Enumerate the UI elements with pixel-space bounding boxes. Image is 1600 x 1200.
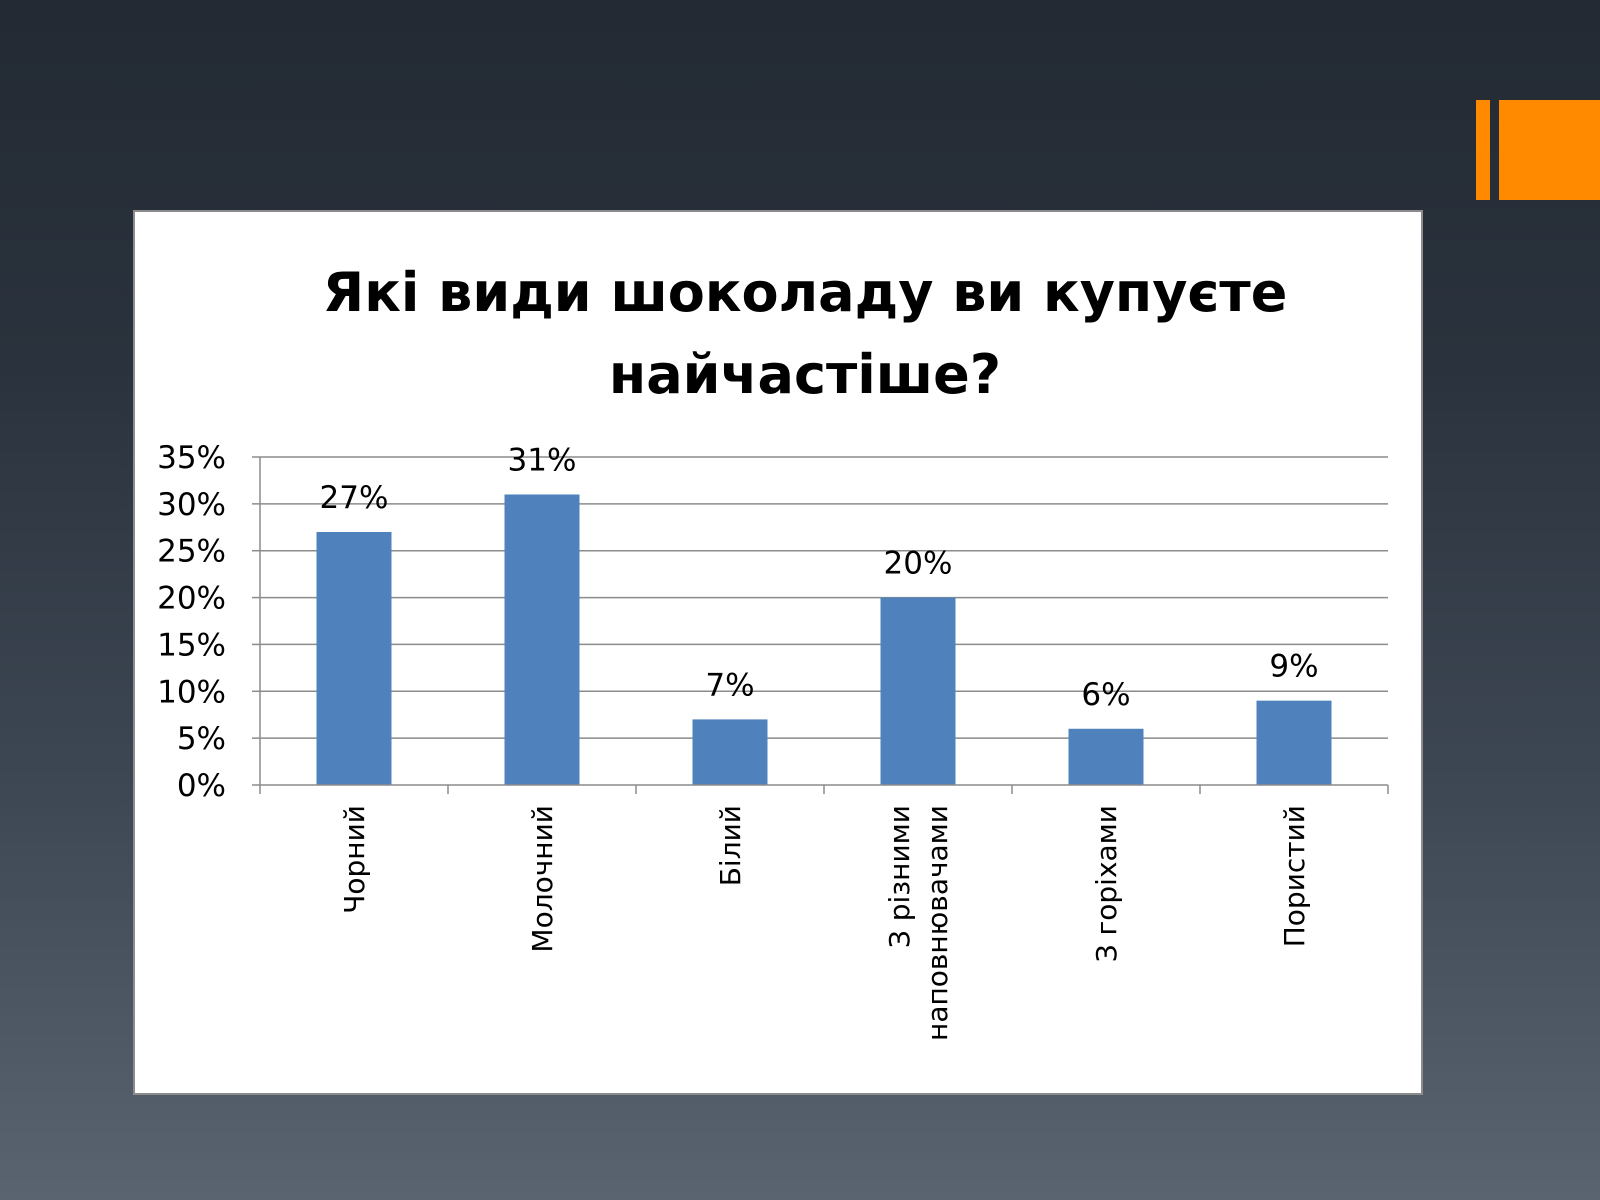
- category-label-line: Пористий: [1278, 805, 1311, 947]
- y-tick-label: 0%: [177, 768, 226, 804]
- category-label-line: З різними: [883, 805, 916, 948]
- category-label-line: наповнювачами: [921, 805, 954, 1041]
- category-label-line: З горіхами: [1090, 805, 1123, 962]
- chart-panel: Які види шоколаду ви купуєте найчастіше?…: [133, 210, 1423, 1095]
- category-label-line: Молочний: [526, 805, 559, 953]
- bar-3: [692, 719, 768, 785]
- y-tick-label: 30%: [157, 487, 226, 523]
- category-label-4: З різними наповнювачами: [883, 805, 954, 1041]
- gridlines: [260, 456, 1388, 739]
- bar-2: [504, 494, 580, 785]
- data-label-2: 31%: [508, 442, 577, 478]
- y-tick-label: 5%: [177, 721, 226, 757]
- accent-bar-block: [1499, 100, 1600, 200]
- category-label-5: З горіхами: [1090, 805, 1123, 962]
- category-label-line: Чорний: [338, 805, 371, 914]
- bars: [316, 494, 1332, 785]
- y-tick-label: 35%: [157, 440, 226, 476]
- bar-6: [1256, 700, 1332, 785]
- category-label-6: Пористий: [1278, 805, 1311, 947]
- axes: [252, 456, 1389, 794]
- data-label-1: 27%: [320, 480, 389, 516]
- data-label-6: 9%: [1269, 649, 1318, 685]
- category-label-line: Білий: [714, 805, 747, 886]
- chart-title-line-2: найчастіше?: [608, 343, 1002, 406]
- y-tick-label: 10%: [157, 674, 226, 710]
- bar-1: [316, 531, 392, 785]
- bar-4: [880, 597, 956, 785]
- data-label-3: 7%: [705, 667, 754, 703]
- y-tick-label: 20%: [157, 581, 226, 617]
- y-tick-label: 15%: [157, 627, 226, 663]
- category-label-3: Білий: [714, 805, 747, 886]
- category-label-2: Молочний: [526, 805, 559, 953]
- chart-title-line-1: Які види шоколаду ви купуєте: [322, 261, 1288, 324]
- chart-title: Які види шоколаду ви купуєте найчастіше?: [285, 252, 1325, 416]
- labels: 0% 5% 10% 15% 20% 25% 30% 35% 27% Чорний 31% Молочн…: [157, 440, 1319, 1041]
- bar-chart: 0% 5% 10% 15% 20% 25% 30% 35% 27% Чорний 31% Молочн…: [157, 440, 1389, 1041]
- category-label-1: Чорний: [338, 805, 371, 914]
- y-tick-label: 25%: [157, 534, 226, 570]
- accent-bar-thin: [1476, 100, 1490, 200]
- data-label-4: 20%: [884, 546, 953, 582]
- data-label-5: 6%: [1081, 677, 1130, 713]
- bar-5: [1068, 728, 1144, 785]
